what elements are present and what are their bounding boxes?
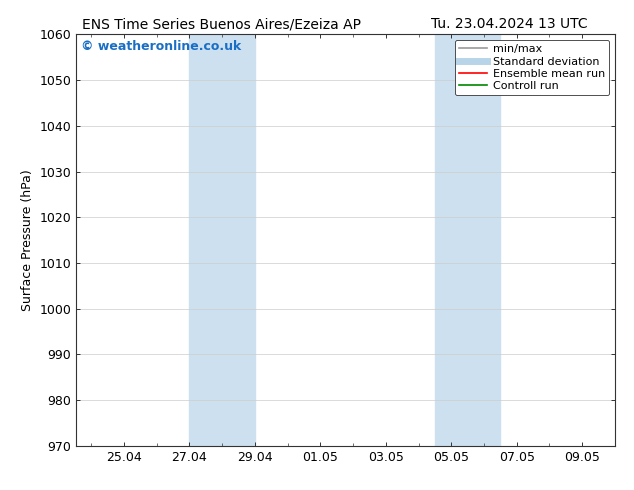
Text: © weatheronline.co.uk: © weatheronline.co.uk: [81, 41, 242, 53]
Text: Tu. 23.04.2024 13 UTC: Tu. 23.04.2024 13 UTC: [431, 17, 588, 31]
Bar: [190, 34, 255, 446]
Y-axis label: Surface Pressure (hPa): Surface Pressure (hPa): [21, 169, 34, 311]
Text: ENS Time Series Buenos Aires/Ezeiza AP: ENS Time Series Buenos Aires/Ezeiza AP: [82, 17, 361, 31]
Legend: min/max, Standard deviation, Ensemble mean run, Controll run: min/max, Standard deviation, Ensemble me…: [455, 40, 609, 96]
Bar: [435, 34, 500, 446]
